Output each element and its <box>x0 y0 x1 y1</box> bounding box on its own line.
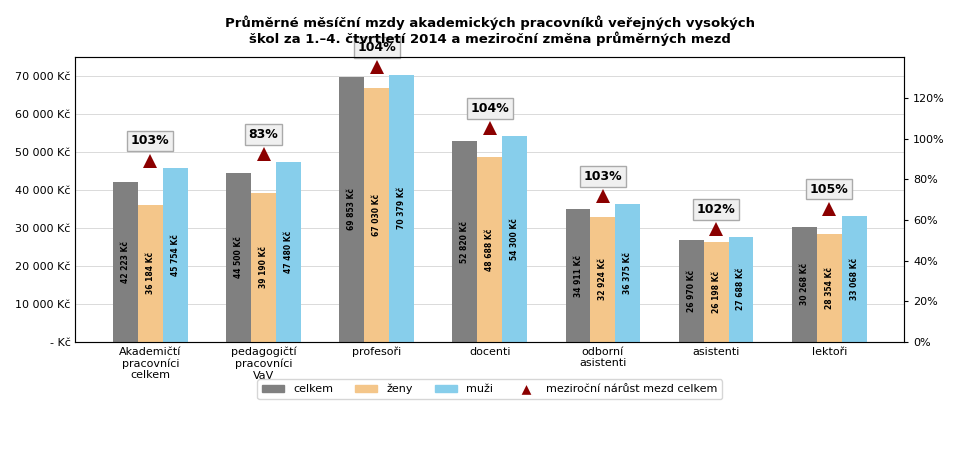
Text: 44 500 Kč: 44 500 Kč <box>234 237 243 279</box>
Bar <box>729 237 754 342</box>
Text: 102%: 102% <box>697 203 735 216</box>
Text: 67 030 Kč: 67 030 Kč <box>372 194 381 236</box>
Text: 42 223 Kč: 42 223 Kč <box>121 241 130 283</box>
Bar <box>679 239 704 342</box>
Text: 26 970 Kč: 26 970 Kč <box>686 270 696 312</box>
Text: 104%: 104% <box>470 102 509 115</box>
Bar <box>227 173 252 342</box>
Bar <box>252 193 276 342</box>
Text: 48 688 Kč: 48 688 Kč <box>486 228 494 270</box>
Bar <box>113 182 138 342</box>
Legend: celkem, ženy, muži, meziroční nárůst mezd celkem: celkem, ženy, muži, meziroční nárůst mez… <box>257 379 722 399</box>
Bar <box>339 77 364 342</box>
Text: 26 198 Kč: 26 198 Kč <box>711 271 721 313</box>
Text: 83%: 83% <box>249 128 278 141</box>
Text: 33 068 Kč: 33 068 Kč <box>850 258 858 300</box>
Text: 54 300 Kč: 54 300 Kč <box>510 218 519 260</box>
Text: 36 184 Kč: 36 184 Kč <box>146 252 155 294</box>
Bar <box>163 168 188 342</box>
Bar <box>502 136 527 342</box>
Bar <box>615 204 640 342</box>
Bar <box>276 162 300 342</box>
Text: 69 853 Kč: 69 853 Kč <box>348 189 356 230</box>
Text: 32 924 Kč: 32 924 Kč <box>598 258 608 301</box>
Text: 30 268 Kč: 30 268 Kč <box>800 263 809 306</box>
Bar <box>138 205 163 342</box>
Text: 28 354 Kč: 28 354 Kč <box>825 267 833 309</box>
Text: 104%: 104% <box>357 41 396 54</box>
Text: 103%: 103% <box>584 170 622 183</box>
Text: 39 190 Kč: 39 190 Kč <box>259 247 268 288</box>
Text: 70 379 Kč: 70 379 Kč <box>397 187 406 230</box>
Bar <box>452 141 477 342</box>
Bar <box>792 227 817 342</box>
Text: 36 375 Kč: 36 375 Kč <box>623 252 633 294</box>
Text: 34 911 Kč: 34 911 Kč <box>573 255 583 297</box>
Text: 47 480 Kč: 47 480 Kč <box>284 231 293 273</box>
Bar <box>842 216 867 342</box>
Bar <box>704 243 729 342</box>
Text: 52 820 Kč: 52 820 Kč <box>461 220 469 263</box>
Bar <box>389 75 414 342</box>
Bar <box>817 234 842 342</box>
Text: 103%: 103% <box>132 135 170 148</box>
Bar <box>364 88 389 342</box>
Text: 105%: 105% <box>810 183 849 195</box>
Text: 27 688 Kč: 27 688 Kč <box>736 268 746 310</box>
Title: Průměrné měsíční mzdy akademických pracovníků veřejných vysokých
škol za 1.–4. č: Průměrné měsíční mzdy akademických praco… <box>225 15 755 46</box>
Text: 45 754 Kč: 45 754 Kč <box>171 234 180 276</box>
Bar <box>477 157 502 342</box>
Bar <box>590 217 615 342</box>
Bar <box>565 209 590 342</box>
